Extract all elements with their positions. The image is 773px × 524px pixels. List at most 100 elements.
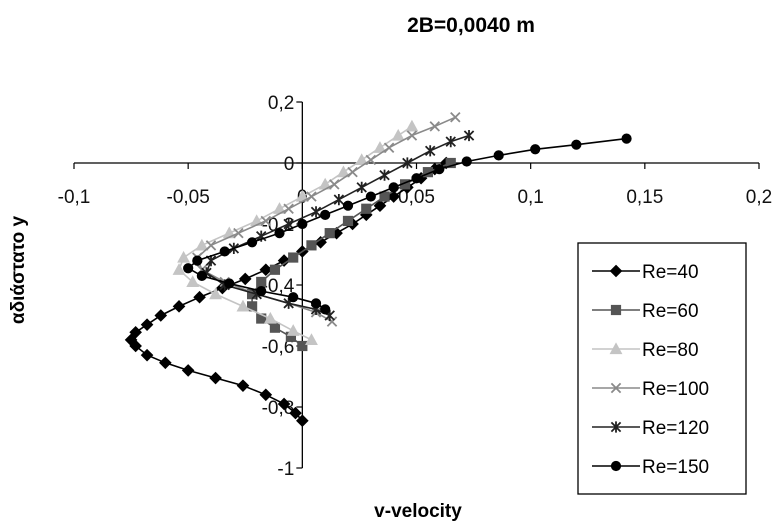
data-point-diamond <box>609 264 623 278</box>
x-tick-label: 0,1 <box>517 187 543 208</box>
data-point-square <box>342 215 354 227</box>
data-point-circle <box>192 255 203 266</box>
data-point-square <box>288 252 299 263</box>
data-point-triangle <box>186 275 200 288</box>
y-tick-label: 0 <box>284 154 295 175</box>
data-point-x <box>450 112 461 123</box>
data-point-circle <box>247 237 258 248</box>
data-point-diamond <box>140 348 154 362</box>
data-point-x <box>260 215 272 227</box>
data-point-triangle <box>236 299 250 312</box>
data-point-star <box>424 145 436 157</box>
data-point-diamond <box>277 254 291 267</box>
data-point-square <box>256 276 267 288</box>
data-point-star <box>283 218 294 230</box>
data-point-x <box>205 240 217 251</box>
data-point-star <box>463 129 475 142</box>
data-point-circle <box>571 139 582 150</box>
data-point-square <box>379 191 390 202</box>
data-point-x <box>429 121 441 132</box>
data-point-x <box>329 179 340 190</box>
data-point-triangle <box>405 119 419 132</box>
data-point-diamond <box>159 356 172 370</box>
x-tick-label: 0,2 <box>746 187 772 208</box>
data-point-triangle <box>355 153 369 166</box>
legend-label: Re=40 <box>642 262 699 283</box>
data-point-x <box>406 130 418 141</box>
data-point-circle <box>434 164 445 175</box>
data-point-x <box>347 166 358 178</box>
legend: Re=40 Re=60 Re=80 Re=100 Re=120 Re=150 <box>577 242 747 495</box>
data-point-square <box>324 228 335 239</box>
data-point-star <box>445 136 456 148</box>
x-tick-label: -0,05 <box>167 187 210 208</box>
data-point-diamond <box>193 290 206 304</box>
data-point-diamond <box>209 371 222 385</box>
data-point-circle <box>461 156 472 167</box>
data-point-circle <box>388 182 399 193</box>
y-tick-label: -1 <box>277 459 294 480</box>
data-point-star <box>356 181 367 193</box>
data-point-diamond <box>314 235 327 249</box>
data-point-circle <box>224 278 235 289</box>
data-point-circle <box>320 209 331 220</box>
data-point-diamond <box>236 379 250 392</box>
data-point-circle <box>621 133 632 144</box>
data-point-star <box>333 194 345 206</box>
data-point-circle <box>183 263 194 274</box>
data-point-circle <box>610 460 622 472</box>
data-point-triangle <box>209 287 223 300</box>
data-point-x <box>365 154 377 166</box>
data-point-x <box>306 191 317 202</box>
data-point-circle <box>365 191 376 202</box>
data-point-square <box>361 203 372 214</box>
data-point-diamond <box>387 190 400 203</box>
plot-area: -0,1-0,0500,050,10,150,20,20-0,2-0,4-0,6… <box>58 93 773 480</box>
data-point-square <box>445 157 456 169</box>
data-point-circle <box>493 150 504 161</box>
data-point-circle <box>310 298 322 309</box>
data-point-triangle <box>391 128 405 141</box>
data-point-circle <box>411 173 422 184</box>
data-point-triangle <box>609 342 623 355</box>
data-point-circle <box>297 218 308 230</box>
legend-label: Re=100 <box>642 379 709 400</box>
x-axis-title: v-velocity <box>374 501 462 522</box>
y-tick-label: -0,4 <box>262 276 295 297</box>
data-point-x <box>383 142 395 153</box>
data-point-diamond <box>296 414 309 428</box>
data-point-circle <box>274 228 285 239</box>
data-point-square <box>269 322 281 333</box>
data-point-star <box>402 157 413 169</box>
y-tick-label: -0,6 <box>262 337 295 358</box>
data-point-circle <box>288 292 299 303</box>
data-point-diamond <box>373 199 387 213</box>
data-point-star <box>379 169 390 181</box>
y-axis-title: αδιάστατο y <box>8 215 29 324</box>
data-point-star <box>310 206 322 218</box>
data-point-diamond <box>259 263 273 277</box>
data-point-triangle <box>305 333 318 345</box>
data-point-x <box>233 227 244 239</box>
data-point-circle <box>256 286 267 297</box>
data-point-diamond <box>259 388 273 402</box>
data-point-square <box>297 340 308 352</box>
data-point-circle <box>342 200 354 211</box>
data-point-diamond <box>277 397 291 411</box>
data-point-circle <box>530 144 541 155</box>
chart-title: 2B=0,0040 m <box>407 14 535 37</box>
legend-box <box>577 242 747 495</box>
legend-label: Re=80 <box>642 340 699 361</box>
x-tick-label: 0,15 <box>626 187 663 208</box>
data-point-square <box>610 304 622 316</box>
data-point-circle <box>320 304 331 315</box>
data-point-diamond <box>181 364 195 377</box>
y-tick-label: 0,2 <box>268 93 294 114</box>
data-point-x <box>283 203 294 214</box>
x-tick-label: -0,1 <box>58 187 91 208</box>
data-point-diamond <box>172 300 186 313</box>
data-point-diamond <box>154 309 168 322</box>
data-point-triangle <box>263 311 277 324</box>
data-point-triangle <box>195 238 209 251</box>
